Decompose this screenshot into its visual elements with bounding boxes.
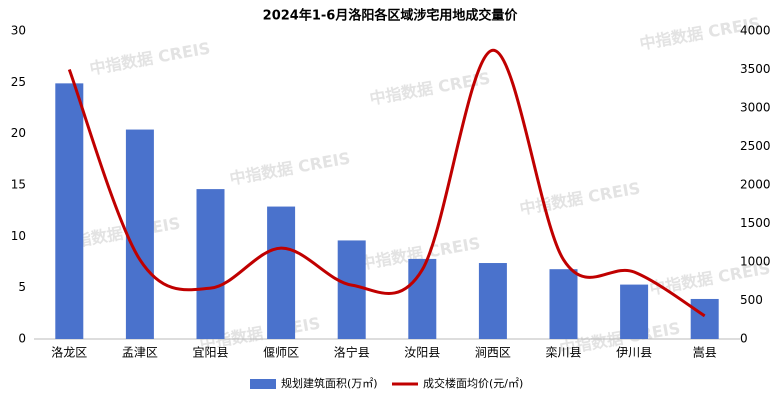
y2-tick-label: 3500 [740, 62, 771, 76]
bar [196, 189, 225, 339]
x-tick-label: 伊川县 [616, 346, 652, 360]
x-tick-label: 洛宁县 [334, 345, 370, 360]
watermark: 中指数据 CREIS [228, 148, 351, 188]
bar [690, 298, 719, 339]
x-tick-label: 偃师区 [263, 345, 299, 360]
y-tick-label: 0 [18, 332, 26, 346]
x-tick-label: 涧西区 [475, 346, 511, 360]
x-tick-label: 孟津区 [122, 346, 158, 360]
bar [337, 240, 366, 339]
watermark: 中指数据 CREIS [88, 38, 211, 78]
y2-tick-label: 2500 [740, 139, 771, 153]
y-tick-label: 20 [11, 126, 26, 140]
y-tick-label: 25 [11, 75, 26, 89]
x-tick-label: 嵩县 [693, 346, 717, 360]
y2-tick-label: 0 [740, 332, 748, 346]
bar [267, 206, 296, 339]
legend-swatch [250, 379, 276, 389]
x-tick-label: 汝阳县 [404, 346, 440, 360]
x-tick-label: 宜阳县 [192, 345, 228, 360]
y-tick-label: 15 [11, 178, 26, 192]
y-tick-label: 10 [11, 229, 26, 243]
line [67, 48, 706, 318]
y2-tick-label: 1000 [740, 255, 771, 269]
y2-tick-label: 4000 [740, 24, 771, 38]
legend-label: 规划建筑面积(万㎡) [281, 376, 378, 390]
watermark: 中指数据 CREIS [518, 178, 641, 218]
y-tick-label: 30 [11, 24, 26, 38]
bar [55, 83, 84, 339]
bar [620, 284, 649, 339]
bar [478, 263, 507, 339]
x-tick-label: 洛龙区 [51, 345, 87, 360]
legend-label: 成交楼面均价(元/㎡) [423, 376, 523, 390]
x-tick-label: 栾川县 [545, 345, 581, 360]
y2-tick-label: 2000 [740, 178, 771, 192]
y-tick-label: 5 [18, 280, 26, 294]
y2-tick-label: 500 [740, 293, 763, 307]
y2-tick-label: 3000 [740, 101, 771, 115]
y2-tick-label: 1500 [740, 216, 771, 230]
bar [125, 129, 154, 339]
chart-title: 2024年1-6月洛阳各区域涉宅用地成交量价 [263, 8, 519, 24]
bar [549, 269, 578, 339]
